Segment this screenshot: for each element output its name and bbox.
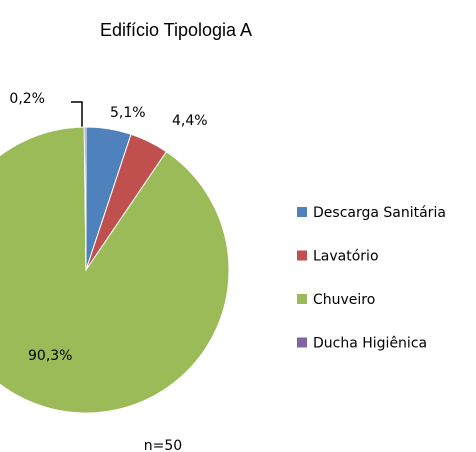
pie-slice	[83, 126, 87, 271]
data-label: 4,4%	[172, 113, 208, 129]
legend-swatch	[297, 207, 307, 217]
pie-slice	[0, 126, 230, 414]
legend-swatch	[297, 337, 307, 348]
chart-title: Edifício Tipologia A	[100, 20, 252, 40]
leader-line	[71, 101, 83, 128]
legend-label: Chuveiro	[313, 292, 375, 308]
legend-swatch	[297, 294, 307, 304]
legend-label: Descarga Sanitária	[313, 205, 446, 221]
legend-swatch	[297, 250, 307, 261]
annotation: n=50	[144, 438, 182, 452]
data-label: 0,2%	[9, 91, 45, 107]
legend-label: Lavatório	[313, 249, 379, 265]
legend-label: Ducha Higiênica	[313, 336, 427, 352]
data-label: 90,3%	[28, 348, 72, 364]
data-label: 5,1%	[110, 105, 146, 121]
